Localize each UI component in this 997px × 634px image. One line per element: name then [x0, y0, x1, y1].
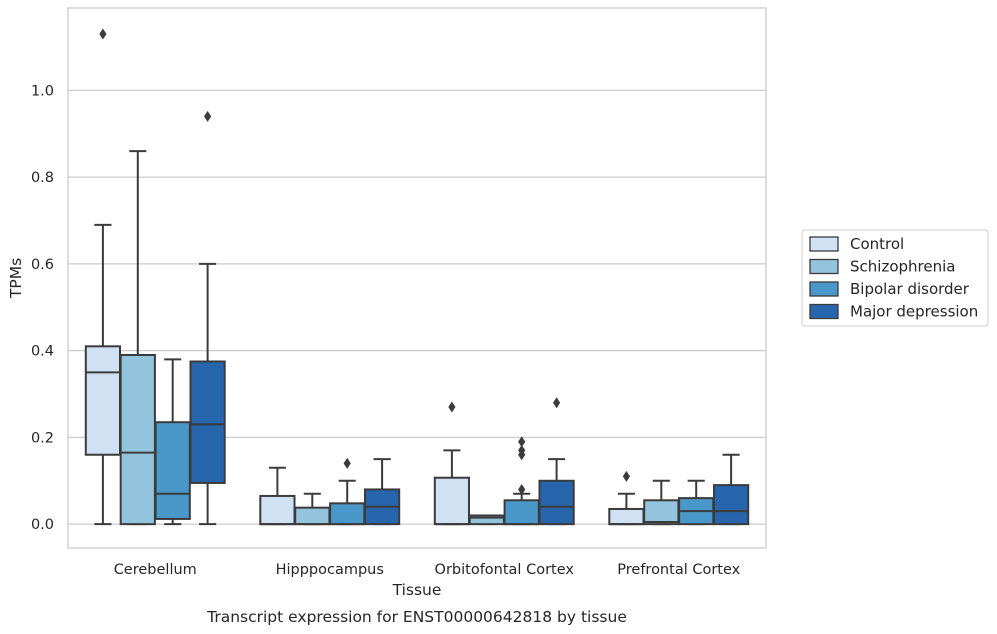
- box-iqr: [84, 345, 122, 456]
- box-cerebellum-bipolar-disorder: [154, 358, 191, 526]
- y-tick-label: 0.4: [31, 344, 54, 360]
- x-tick-label: Orbitofontal Cortex: [435, 562, 575, 578]
- box-iqr: [119, 353, 156, 526]
- box-prefrontal-cortex-control: [608, 470, 645, 526]
- y-tick-label: 1.0: [31, 83, 54, 99]
- box-hipppocampus-bipolar-disorder: [329, 457, 366, 526]
- outlier-marker: [99, 28, 107, 40]
- box-orbitofontal-cortex-bipolar-disorder: [503, 436, 540, 526]
- outlier-marker: [518, 444, 526, 456]
- box-orbitofontal-cortex-control: [433, 401, 471, 526]
- box-iqr: [503, 499, 540, 526]
- box-iqr: [154, 421, 191, 520]
- y-tick-label: 0.0: [31, 517, 54, 533]
- box-hipppocampus-schizophrenia: [294, 492, 331, 526]
- box-cerebellum-schizophrenia: [119, 150, 156, 526]
- box-iqr: [189, 360, 226, 484]
- x-tick-label: Prefrontal Cortex: [617, 562, 740, 578]
- legend-swatch-major-depression: [809, 303, 839, 320]
- box-cerebellum-major-depression: [189, 110, 226, 526]
- box-iqr: [608, 507, 645, 526]
- outlier-marker: [204, 110, 212, 122]
- box-orbitofontal-cortex-schizophrenia: [468, 514, 505, 526]
- outlier-marker: [343, 457, 351, 469]
- outlier-marker: [448, 401, 456, 413]
- x-axis-label: Tissue: [392, 581, 442, 599]
- outlier-marker: [553, 397, 561, 409]
- box-iqr: [294, 506, 331, 526]
- legend: Control Schizophrenia Bipolar disorder Majo…: [801, 229, 989, 327]
- y-tick-label: 0.8: [31, 170, 54, 186]
- box-prefrontal-cortex-bipolar-disorder: [678, 479, 715, 526]
- box-orbitofontal-cortex-major-depression: [538, 397, 575, 526]
- legend-label-schizophrenia: Schizophrenia: [850, 258, 955, 276]
- legend-label-major-depression: Major depression: [850, 303, 978, 321]
- y-tick-labels: 0.0 0.2 0.4 0.6 0.8 1.0: [31, 83, 54, 533]
- chart-caption: Transcript expression for ENST0000064281…: [206, 608, 627, 626]
- x-tick-label: Cerebellum: [114, 562, 197, 578]
- y-tick-label: 0.6: [31, 257, 54, 273]
- x-tick-labels: Cerebellum Hipppocampus Orbitofontal Corte…: [114, 562, 741, 578]
- outlier-marker: [622, 470, 630, 482]
- box-iqr: [538, 479, 575, 526]
- legend-label-bipolar-disorder: Bipolar disorder: [850, 280, 970, 298]
- box-iqr: [259, 494, 296, 526]
- legend-swatch-control: [809, 236, 839, 252]
- box-hipppocampus-major-depression: [363, 458, 401, 526]
- box-hipppocampus-control: [259, 466, 296, 526]
- outlier-marker: [518, 483, 526, 495]
- box-iqr: [643, 499, 680, 526]
- legend-swatch-schizophrenia: [809, 258, 839, 275]
- y-axis-label: TPMs: [7, 258, 25, 299]
- y-tick-label: 0.2: [31, 430, 54, 446]
- box-iqr: [712, 484, 750, 526]
- box-prefrontal-cortex-schizophrenia: [643, 479, 680, 526]
- plot-area-frame: [67, 7, 767, 549]
- x-tick-label: Hipppocampus: [276, 562, 384, 578]
- box-iqr: [329, 502, 366, 526]
- legend-swatch-bipolar-disorder: [809, 281, 839, 297]
- box-cerebellum-control: [84, 28, 122, 526]
- boxes: [84, 28, 750, 526]
- outlier-marker: [518, 436, 526, 448]
- box-prefrontal-cortex-major-depression: [712, 453, 750, 526]
- legend-frame: [801, 229, 989, 327]
- box-iqr: [433, 476, 471, 526]
- legend-label-control: Control: [850, 235, 904, 253]
